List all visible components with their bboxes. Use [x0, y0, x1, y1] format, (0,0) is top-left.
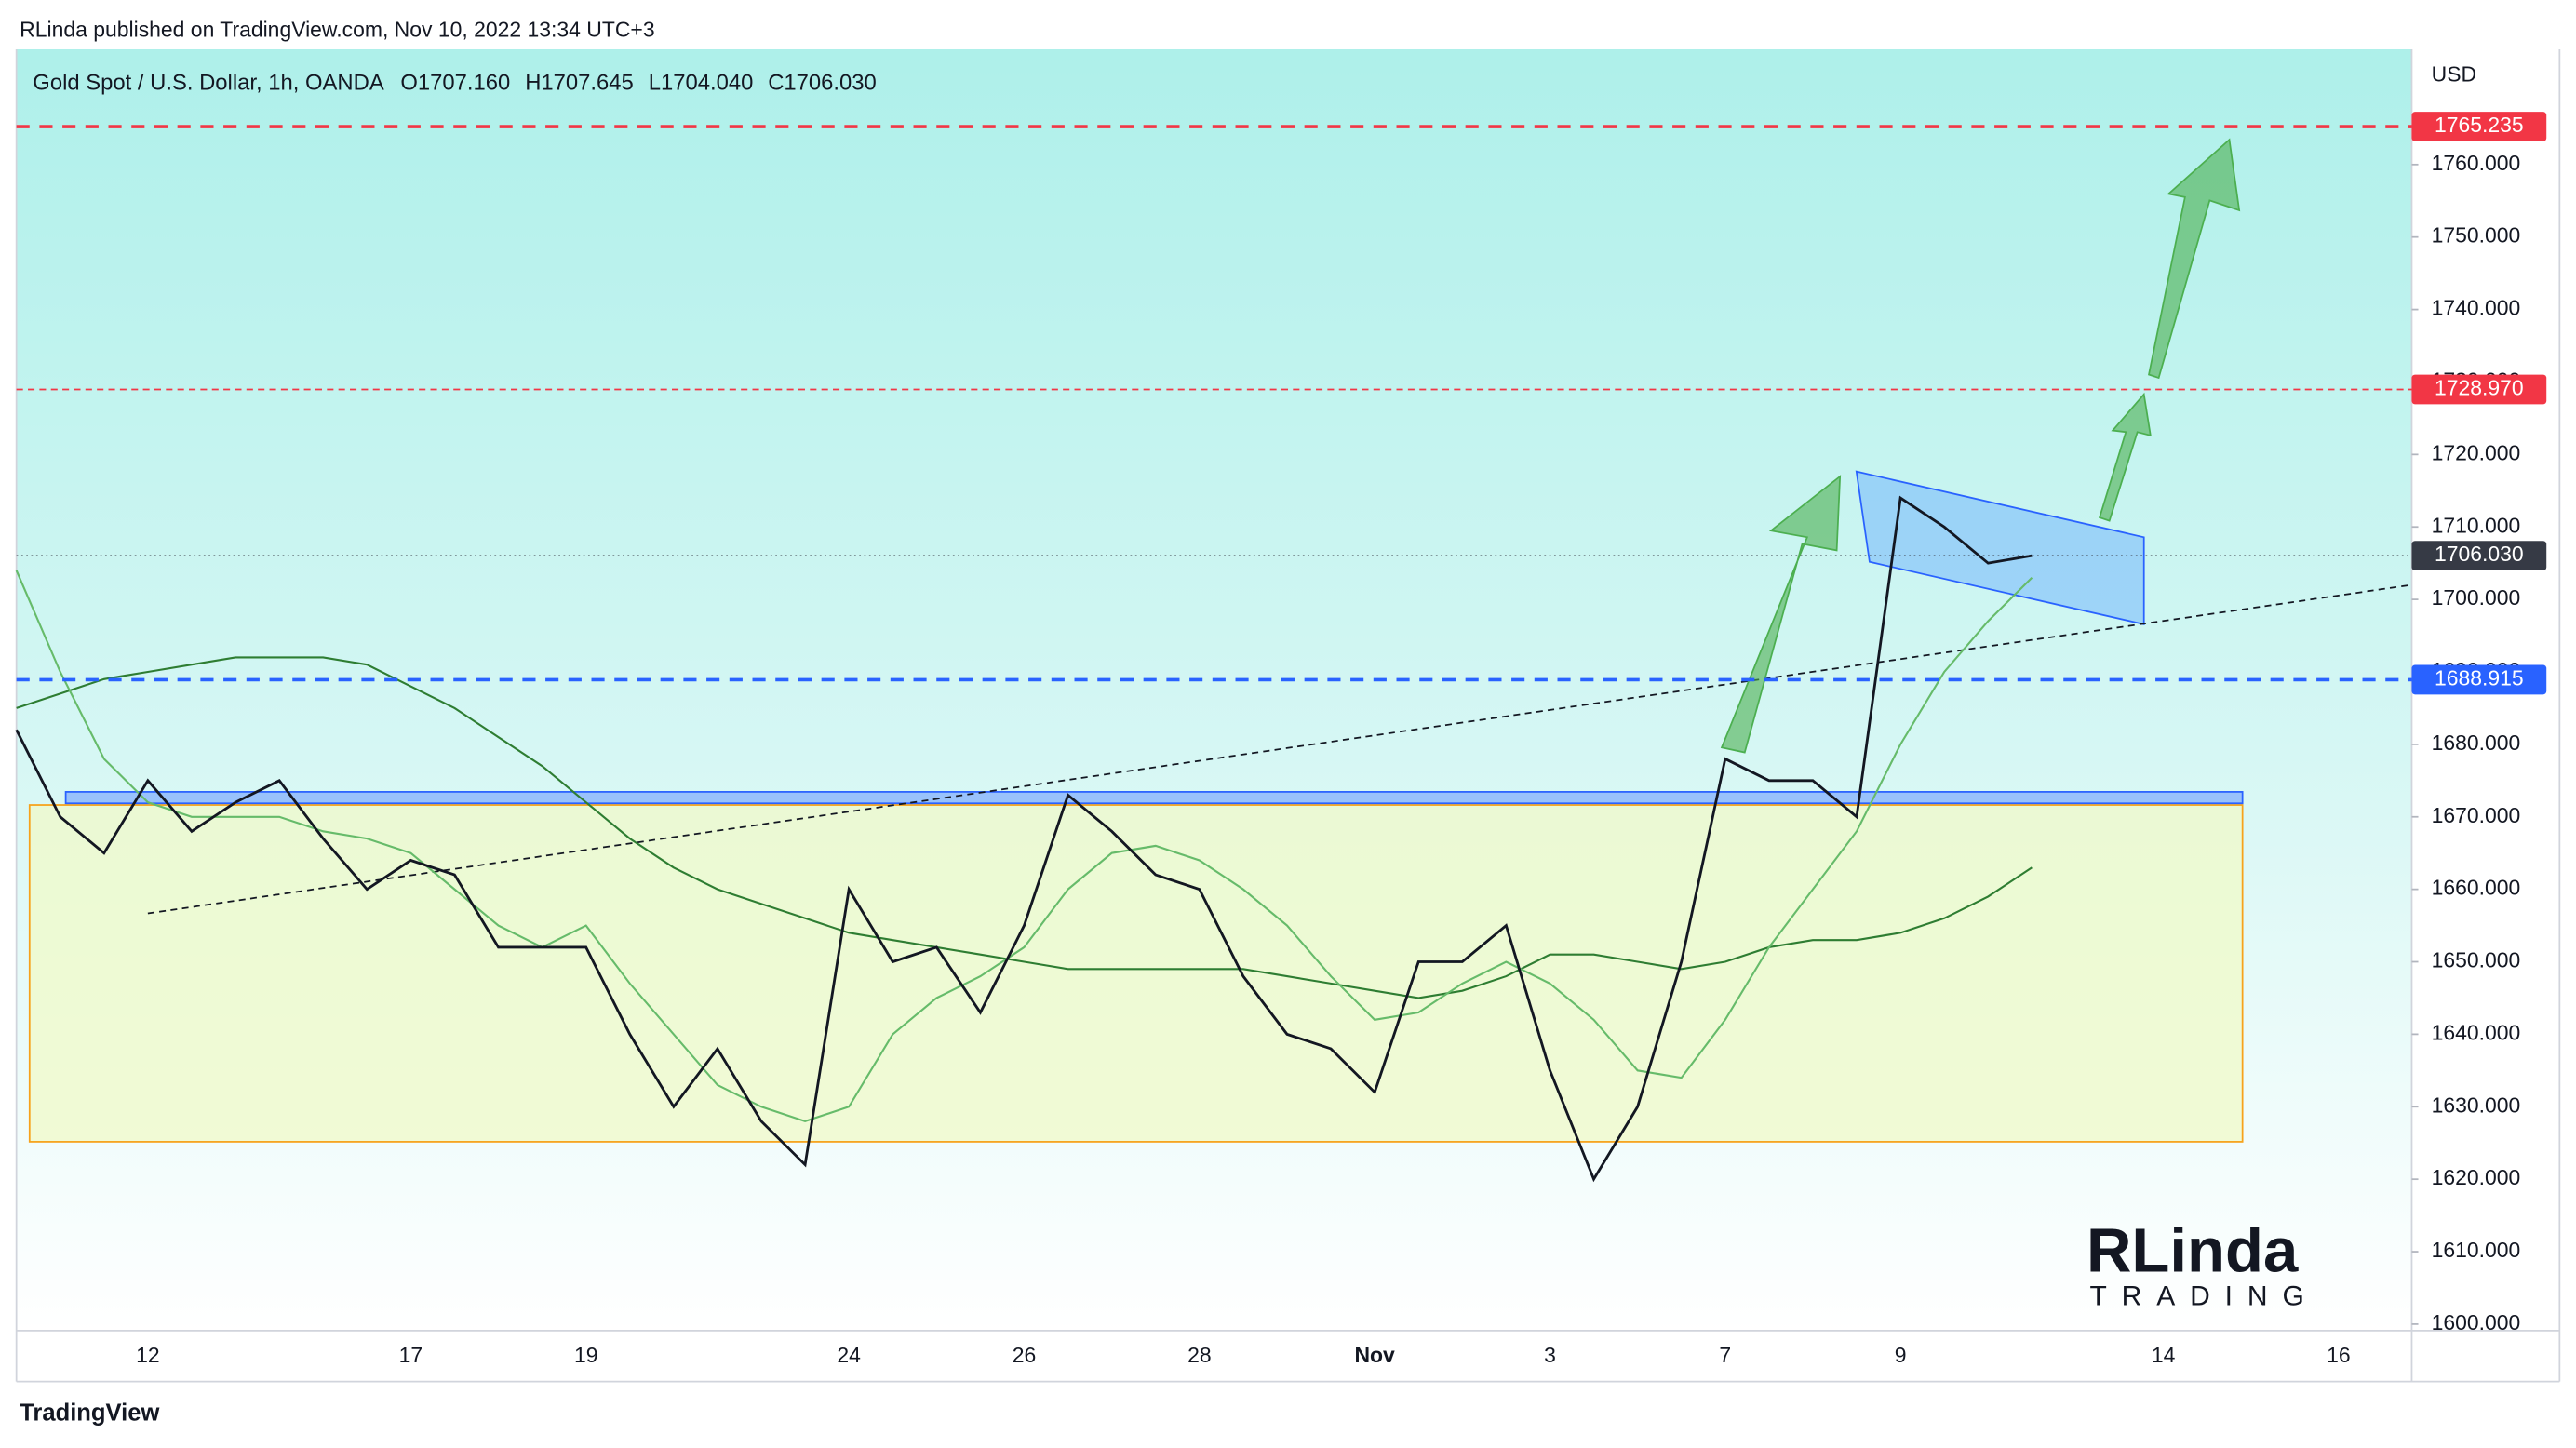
- x-tick-label: 7: [1719, 1343, 1731, 1367]
- price-label: 1706.030: [2435, 542, 2524, 566]
- y-tick-label: 1630.000: [2432, 1093, 2521, 1117]
- x-tick-label: 12: [136, 1343, 160, 1367]
- axis-unit: USD: [2432, 61, 2476, 86]
- price-label-box: [2411, 112, 2547, 141]
- y-tick-label: 1610.000: [2432, 1238, 2521, 1262]
- price-label: 1728.970: [2435, 376, 2524, 400]
- y-tick-label: 1620.000: [2432, 1165, 2521, 1189]
- price-label-box: [2411, 664, 2547, 695]
- y-tick-label: 1600.000: [2432, 1310, 2521, 1334]
- series-line: [15, 570, 2033, 1122]
- x-tick-label: 24: [837, 1343, 861, 1367]
- trend-line: [147, 583, 2412, 915]
- y-tick-label: 1740.000: [2432, 296, 2521, 320]
- price-label: 1765.235: [2435, 113, 2524, 137]
- y-tick-label: 1750.000: [2432, 223, 2521, 248]
- resistance-zone: [64, 791, 2244, 805]
- y-tick-label: 1700.000: [2432, 585, 2521, 610]
- y-tick-label: 1710.000: [2432, 513, 2521, 537]
- x-tick-label: 19: [574, 1343, 598, 1367]
- arrow: [2098, 392, 2152, 522]
- ohlc-value: L1704.040: [649, 70, 754, 95]
- y-tick-label: 1660.000: [2432, 876, 2521, 900]
- ohlc-value: H1707.645: [525, 70, 634, 95]
- arrow: [1720, 475, 1842, 754]
- price-label-box: [2411, 374, 2547, 405]
- price-label-box: [2411, 541, 2547, 571]
- x-tick-label: 16: [2327, 1343, 2351, 1367]
- y-tick-label: 1720.000: [2432, 440, 2521, 464]
- x-tick-label: 26: [1013, 1343, 1037, 1367]
- x-tick-label: 14: [2152, 1343, 2176, 1367]
- ohlc-value: C1706.030: [768, 70, 877, 95]
- x-tick-label: 17: [399, 1343, 423, 1367]
- series-line: [16, 656, 2033, 999]
- y-tick-label: 1640.000: [2432, 1020, 2521, 1044]
- range-box: [28, 804, 2244, 1143]
- arrow: [2147, 138, 2241, 380]
- x-tick-label: Nov: [1354, 1343, 1395, 1367]
- y-tick-label: 1680.000: [2432, 731, 2521, 755]
- series-line: [15, 495, 2033, 1183]
- price-label: 1688.915: [2435, 666, 2524, 690]
- ohlc-value: O1707.160: [400, 70, 510, 95]
- chart-title: Gold Spot / U.S. Dollar, 1h, OANDA: [33, 70, 384, 95]
- x-tick-label: 28: [1187, 1343, 1212, 1367]
- x-tick-label: 3: [1544, 1343, 1556, 1367]
- x-tick-label: 9: [1895, 1343, 1907, 1367]
- footer-brand: TradingView: [20, 1401, 159, 1427]
- watermark-name: RLinda: [2086, 1215, 2299, 1285]
- publisher-line: RLinda published on TradingView.com, Nov…: [20, 18, 654, 42]
- y-tick-label: 1670.000: [2432, 803, 2521, 827]
- y-tick-label: 1760.000: [2432, 151, 2521, 175]
- watermark-sub: TRADING: [2089, 1281, 2318, 1312]
- y-tick-label: 1650.000: [2432, 948, 2521, 972]
